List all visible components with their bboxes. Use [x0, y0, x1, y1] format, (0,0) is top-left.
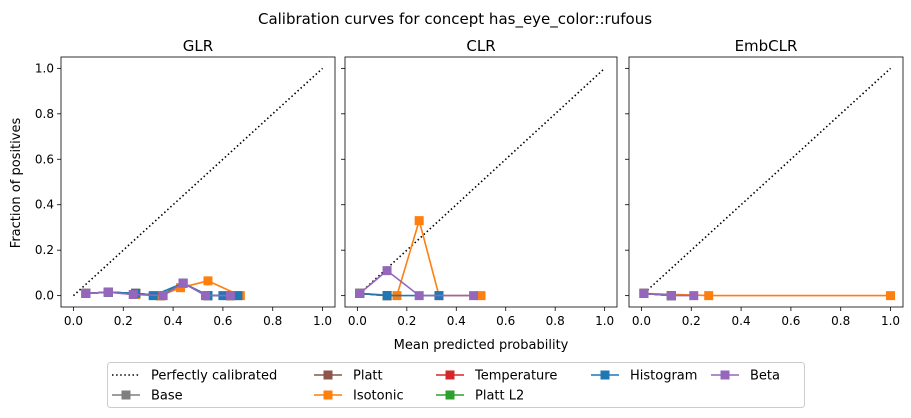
x-tick-label: 0.0: [632, 314, 651, 328]
perfect-calibration-line: [356, 67, 606, 297]
x-tick-label: 0.2: [397, 314, 416, 328]
x-tick-label: 0.2: [114, 314, 133, 328]
y-tick-label: 0.0: [35, 289, 54, 303]
x-tick-label: 0.6: [213, 314, 232, 328]
data-point: [414, 216, 424, 226]
legend-item-platt-l2: Platt L2: [436, 389, 524, 404]
axes-frame: [60, 56, 336, 308]
data-point: [176, 283, 186, 293]
legend-label: Perfectly calibrated: [151, 369, 277, 384]
legend-marker: [600, 370, 610, 380]
legend-label: Platt: [353, 369, 383, 384]
series-beta: [81, 278, 235, 301]
data-point: [382, 291, 392, 301]
x-tick-label: 0.8: [831, 314, 850, 328]
legend-item-histogram: Histogram: [591, 369, 697, 384]
data-point: [233, 291, 243, 301]
legend-box: [107, 362, 805, 408]
legend-item-isotonic: Isotonic: [314, 389, 404, 404]
y-axis-label: Fraction of positives: [9, 118, 24, 249]
x-axis-label: Mean predicted probability: [394, 338, 569, 353]
series-beta: [355, 266, 479, 301]
x-tick-label: 0.4: [732, 314, 751, 328]
legend-item-perfect: Perfectly calibrated: [112, 369, 277, 384]
legend-marker: [323, 390, 333, 400]
data-point: [476, 291, 486, 301]
legend-marker: [720, 370, 730, 380]
legend-item-temperature: Temperature: [436, 369, 557, 384]
panel-glr: GLR 0.0 0.2 0.4 0.6 0.8 1.0 0.0 0.2 0.4 0.6 0.8 1.0: [35, 37, 336, 328]
legend-label: Base: [151, 389, 183, 404]
x-tick-label: 0.6: [496, 314, 515, 328]
data-point: [414, 291, 424, 301]
panel-title: GLR: [183, 37, 213, 55]
figure-title: Calibration curves for concept has_eye_c…: [258, 10, 652, 29]
series-beta: [639, 288, 699, 301]
y-tick-label: 0.6: [35, 152, 54, 166]
y-tick-label: 0.2: [35, 243, 54, 257]
data-point: [158, 291, 168, 301]
panel-clr: CLR 0.0 0.2 0.4 0.6 0.8 1.0: [341, 37, 618, 328]
legend-marker: [121, 390, 131, 400]
legend-item-base: Base: [112, 389, 183, 404]
data-point: [128, 290, 138, 299]
panel-title: EmbCLR: [735, 37, 798, 55]
data-point: [203, 276, 213, 286]
x-tick-label: 1.0: [313, 314, 332, 328]
data-point: [469, 291, 479, 301]
x-tick-label: 0.2: [682, 314, 701, 328]
data-point: [103, 287, 113, 297]
legend-label: Histogram: [630, 369, 697, 384]
legend-label: Isotonic: [353, 389, 404, 404]
data-point: [200, 291, 210, 301]
legend-marker: [323, 370, 333, 380]
x-tick-label: 0.8: [263, 314, 282, 328]
plot-area: [345, 57, 617, 307]
y-tick-label: 0.4: [35, 198, 54, 212]
perfect-calibration-line: [640, 67, 892, 297]
legend-label: Beta: [750, 369, 780, 384]
data-point: [225, 291, 235, 301]
x-tick-label: 0.6: [781, 314, 800, 328]
x-tick-label: 0.0: [64, 314, 83, 328]
data-point: [355, 288, 365, 298]
x-tick-label: 0.4: [164, 314, 183, 328]
data-point: [178, 278, 188, 288]
x-tick-label: 1.0: [595, 314, 614, 328]
data-point: [382, 266, 392, 276]
axes-frame: [628, 56, 904, 308]
data-point: [704, 291, 714, 301]
y-tick-label: 0.8: [35, 107, 54, 121]
legend: Perfectly calibrated Base Platt Isotonic Tem…: [107, 362, 805, 408]
legend-item-platt: Platt: [314, 369, 383, 384]
data-point: [689, 291, 699, 301]
axes-frame: [344, 56, 618, 308]
x-tick-label: 0.4: [447, 314, 466, 328]
legend-item-beta: Beta: [711, 369, 780, 384]
panel-title: CLR: [466, 37, 495, 55]
x-tick-label: 0.0: [348, 314, 367, 328]
panel-embclr: EmbCLR 0.0 0.2 0.4 0.6 0.8 1.0: [625, 37, 904, 328]
series-line: [359, 269, 474, 297]
legend-marker: [445, 390, 455, 400]
data-point: [666, 291, 676, 301]
y-tick-label: 1.0: [35, 61, 54, 75]
legend-marker: [445, 370, 455, 380]
data-point: [639, 288, 649, 298]
perfect-calibration-line: [72, 67, 324, 297]
legend-label: Temperature: [474, 369, 557, 384]
x-tick-label: 0.8: [546, 314, 565, 328]
x-tick-label: 1.0: [881, 314, 900, 328]
data-point: [81, 288, 91, 298]
legend-label: Platt L2: [475, 389, 524, 404]
data-point: [886, 291, 896, 301]
